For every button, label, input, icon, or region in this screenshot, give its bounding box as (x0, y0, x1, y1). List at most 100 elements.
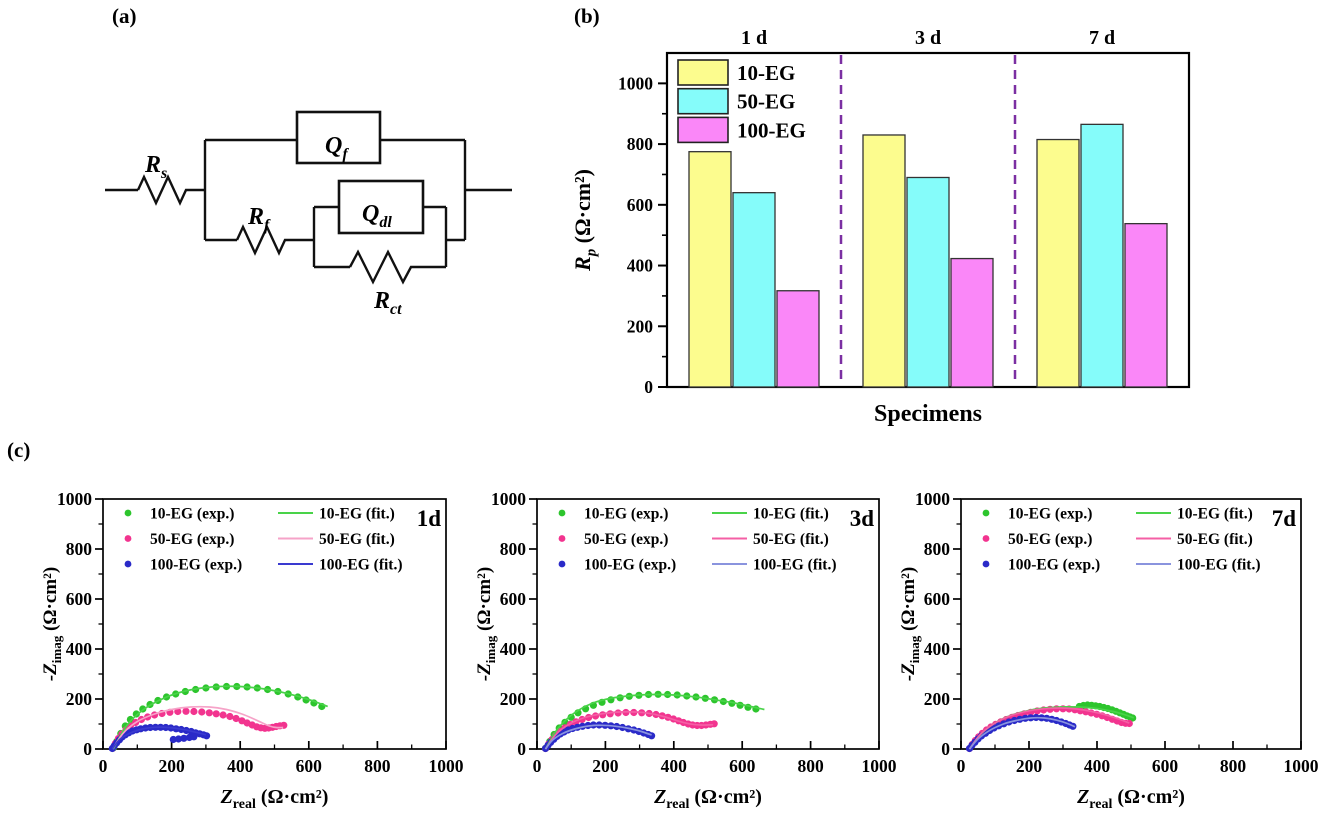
data-point (198, 708, 206, 716)
legend-marker-50-EG (exp.) (124, 535, 132, 542)
x-tick-label: 1000 (429, 756, 464, 776)
legend-swatch-50-EG (677, 87, 729, 115)
fit-line-100-EG (fit.) (968, 716, 1076, 750)
resistor-rct (348, 249, 446, 285)
data-point (174, 735, 183, 743)
x-tick-label: 800 (1220, 756, 1247, 776)
fit-line-10-EG (fit.) (112, 685, 329, 750)
fit-line-50-EG (fit.) (544, 710, 714, 750)
y-tick-label: 1000 (57, 489, 92, 509)
y-tick-label: 0 (83, 739, 92, 759)
bar-10-EG (688, 151, 732, 388)
data-point (174, 707, 182, 716)
legend-marker-10-EG (exp.) (982, 509, 990, 517)
x-axis-label: Zreal (Ω·cm²) (653, 786, 762, 812)
bar-50-EG (1080, 123, 1124, 388)
data-point (1125, 719, 1133, 728)
fit-line-50-EG (fit.) (111, 705, 284, 750)
label-rf: Rf (247, 204, 271, 234)
resistor-rf (235, 224, 314, 256)
bar-50-EG (906, 176, 950, 388)
fit-line-10-EG (fit.) (544, 693, 765, 750)
group-label: 3 d (915, 27, 941, 49)
legend-marker-100-EG (exp.) (124, 560, 132, 568)
y-tick-label: 800 (627, 134, 654, 154)
y-tick-label: 0 (517, 739, 526, 759)
fit-line-100-EG (fit.) (111, 726, 207, 750)
data-point (212, 710, 220, 718)
x-axis-label: Zreal (Ω·cm²) (1076, 786, 1185, 812)
legend-swatch-100-EG (677, 116, 729, 144)
legend-marker-10-EG (exp.) (124, 509, 132, 517)
data-point (203, 732, 211, 740)
legend-label-100-EG (fit.): 100-EG (fit.) (753, 557, 837, 574)
bar-100-EG (950, 257, 994, 388)
bar-50-EG (732, 192, 776, 388)
y-tick-label: 1000 (491, 489, 526, 509)
nyquist-plot-1d: 0 200 400 600 800 1000 0 200 400 600 800 1000 10-EG … (40, 489, 464, 812)
legend-marker-10-EG (exp.) (558, 509, 566, 517)
x-tick-label: 600 (729, 756, 756, 776)
y-tick-label: 800 (500, 539, 527, 559)
y-tick-label: 800 (924, 539, 951, 559)
data-point (226, 712, 234, 721)
legend-marker-50-EG (exp.) (982, 535, 990, 542)
x-tick-label: 0 (99, 756, 108, 776)
nyquist-plot-3d: 0 200 400 600 800 1000 0 200 400 600 800 1000 10-EG … (474, 489, 897, 812)
legend-label-10-EG (exp.): 10-EG (exp.) (150, 506, 234, 523)
x-tick-label: 1000 (862, 756, 897, 776)
panel-b-label: (b) (574, 4, 600, 28)
resistor-rs (136, 174, 205, 206)
legend-marker-50-EG (exp.) (558, 535, 566, 542)
data-point (169, 735, 177, 744)
bar-100-EG (776, 290, 820, 388)
bar-10-EG (1036, 138, 1080, 388)
y-tick-label: 0 (644, 377, 653, 397)
data-point (190, 707, 198, 716)
x-tick-label: 800 (364, 756, 391, 776)
label-rct: Rct (373, 288, 402, 318)
x-tick-label: 600 (1152, 756, 1179, 776)
legend-label-100-EG (fit.): 100-EG (fit.) (1177, 557, 1261, 574)
data-point (710, 720, 718, 728)
y-axis-label: -Zimag (Ω·cm²) (474, 567, 498, 681)
legend-label-100-EG (exp.): 100-EG (exp.) (1008, 557, 1100, 574)
data-point (567, 713, 575, 721)
group-label: 7 d (1089, 27, 1115, 49)
legend-marker-100-EG (exp.) (982, 560, 990, 568)
label-qdl: Qdl (362, 201, 392, 231)
data-point (132, 710, 140, 718)
nyquist-plot-7d: 0 200 400 600 800 1000 0 200 400 600 800 1000 10-EG … (898, 489, 1319, 812)
y-tick-label: 200 (924, 689, 951, 709)
label-qf: Qf (325, 133, 349, 163)
y-tick-label: 1000 (915, 489, 950, 509)
label-rs: Rs (144, 152, 167, 182)
bar-x-axis-label: Specimens (874, 401, 982, 427)
y-tick-label: 400 (500, 639, 527, 659)
legend-label-50-EG (exp.): 50-EG (exp.) (584, 531, 668, 548)
data-point (219, 711, 227, 719)
data-point (182, 707, 190, 715)
y-tick-label: 200 (66, 689, 93, 709)
x-tick-label: 200 (592, 756, 619, 776)
data-point (126, 715, 134, 724)
x-tick-label: 1000 (1284, 756, 1319, 776)
equivalent-circuit-diagram: Rs Qf Rf Qdl Rct (105, 110, 512, 318)
x-tick-label: 400 (661, 756, 688, 776)
rp-bar-chart: 0 200 400 600 800 1000 1 d 3 d 7 d 10-EG 50-EG 100-… (570, 27, 1191, 427)
legend-label-10-EG: 10-EG (737, 61, 795, 85)
day-tag: 3d (850, 506, 875, 531)
legend-label-100-EG (exp.): 100-EG (exp.) (584, 557, 676, 574)
fit-line-50-EG (fit.) (968, 707, 1130, 750)
bar-y-axis-label: Rp (Ω·cm²) (570, 169, 600, 272)
x-tick-label: 200 (1016, 756, 1043, 776)
x-tick-label: 800 (797, 756, 824, 776)
legend-label-50-EG (fit.): 50-EG (fit.) (1177, 531, 1253, 548)
bar-10-EG (862, 134, 906, 388)
y-axis-label: -Zimag (Ω·cm²) (40, 567, 64, 681)
data-point (190, 733, 198, 741)
y-tick-label: 600 (924, 589, 951, 609)
legend-label-50-EG (fit.): 50-EG (fit.) (319, 531, 395, 548)
legend-label-10-EG (exp.): 10-EG (exp.) (584, 506, 668, 523)
x-tick-label: 0 (957, 756, 966, 776)
